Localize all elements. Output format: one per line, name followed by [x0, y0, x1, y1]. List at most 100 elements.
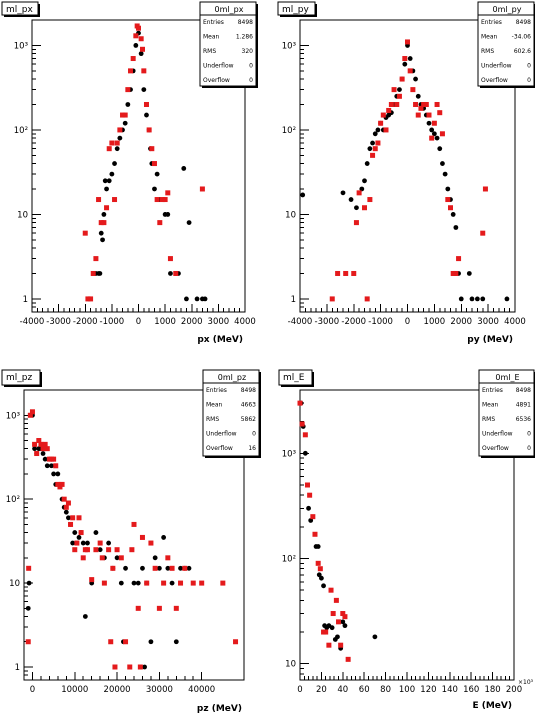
- data-point-red: [38, 441, 44, 447]
- data-point-black: [359, 186, 365, 192]
- data-point-red: [26, 565, 32, 571]
- data-point-black: [340, 619, 346, 625]
- data-point-red: [123, 639, 129, 645]
- data-point-red: [405, 39, 410, 45]
- data-point-red: [53, 463, 59, 469]
- data-point-red: [342, 614, 348, 620]
- stats-key: Mean: [481, 34, 498, 41]
- x-tick-label: 160: [463, 685, 479, 695]
- data-point-red: [70, 515, 76, 521]
- data-point-black: [122, 120, 128, 126]
- x-tick-label: -2000: [73, 317, 98, 327]
- data-point-red: [233, 639, 239, 645]
- data-point-red: [299, 421, 305, 427]
- x-tick-label: 20: [316, 685, 327, 695]
- data-point-red: [85, 296, 91, 302]
- data-point-red: [137, 664, 143, 670]
- data-point-red: [423, 101, 429, 107]
- stats-key: RMS: [206, 416, 219, 423]
- data-point-red: [108, 639, 114, 645]
- data-point-black: [407, 56, 413, 61]
- data-point-red: [101, 220, 107, 226]
- data-point-red: [139, 534, 145, 540]
- data-point-red: [450, 270, 456, 276]
- data-point-red: [378, 120, 384, 126]
- data-point-red: [104, 205, 110, 211]
- stats-key: Entries: [206, 387, 227, 394]
- data-point-red: [122, 112, 128, 118]
- data-point-black: [123, 565, 128, 571]
- data-point-red: [118, 555, 124, 561]
- data-point-black: [85, 540, 90, 546]
- data-point-red: [129, 547, 135, 553]
- data-point-red: [182, 565, 188, 571]
- x-tick-label: 200: [506, 685, 522, 695]
- data-point-red: [90, 270, 96, 276]
- stats-key: RMS: [482, 416, 495, 423]
- data-point-black: [321, 583, 326, 589]
- data-point-red: [367, 197, 373, 203]
- data-point-red: [323, 629, 329, 635]
- stats-name: 0ml_py: [493, 5, 522, 14]
- data-point-black: [474, 296, 480, 302]
- data-point-black: [148, 639, 154, 645]
- title-box: [1, 369, 41, 386]
- data-point-black: [413, 76, 418, 82]
- data-point-black: [49, 463, 54, 469]
- data-point-red: [445, 197, 451, 203]
- stats-key: RMS: [481, 48, 494, 55]
- data-point-red: [88, 296, 94, 302]
- data-point-black: [445, 186, 451, 192]
- data-point-black: [440, 161, 445, 166]
- data-point-black: [397, 87, 402, 93]
- data-point-red: [84, 547, 90, 553]
- data-point-red: [55, 481, 61, 487]
- data-point-black: [315, 544, 321, 549]
- data-point-red: [375, 140, 381, 146]
- data-point-red: [114, 547, 120, 553]
- stats-box: [199, 1, 257, 87]
- stats-value: 1.286: [236, 34, 253, 41]
- data-point-red: [117, 127, 123, 133]
- data-point-red: [149, 146, 155, 152]
- data-point-red: [131, 521, 137, 527]
- data-point-red: [372, 146, 378, 152]
- stats-value: 0: [249, 77, 253, 84]
- data-point-black: [372, 634, 378, 640]
- data-point-red: [89, 577, 95, 583]
- x-tick-label: -4000: [288, 317, 313, 327]
- data-point-black: [306, 505, 311, 511]
- data-point-red: [34, 451, 40, 457]
- stats-key: Underflow: [481, 63, 512, 70]
- y-tick-label: 10²: [6, 495, 20, 505]
- data-point-black: [370, 140, 375, 146]
- x-tick-label: -3000: [315, 317, 340, 327]
- data-point-red: [190, 580, 196, 586]
- data-point-red: [415, 112, 421, 118]
- x-axis-label: py (MeV): [467, 335, 513, 345]
- data-point-red: [51, 456, 57, 462]
- x-exponent-label: ×10³: [518, 679, 534, 686]
- data-point-red: [335, 270, 341, 276]
- data-point-red: [351, 270, 357, 276]
- data-point-red: [391, 87, 397, 93]
- x-tick-label: 80: [380, 685, 391, 695]
- x-tick-label: 3000: [208, 317, 230, 327]
- data-point-red: [156, 605, 162, 611]
- data-point-black: [114, 555, 120, 561]
- data-point-black: [442, 171, 448, 177]
- y-tick-label: 1: [23, 295, 28, 305]
- x-tick-label: 60: [359, 685, 370, 695]
- stats-value: 0: [249, 63, 253, 70]
- stats-value: 4663: [241, 402, 256, 409]
- data-point-black: [97, 547, 103, 553]
- data-point-black: [125, 102, 131, 107]
- data-point-red: [338, 642, 344, 648]
- stats-name: 0ml_pz: [218, 373, 246, 382]
- data-point-red: [439, 131, 445, 137]
- data-point-red: [98, 220, 104, 226]
- data-point-black: [329, 625, 335, 631]
- data-point-black: [375, 127, 381, 133]
- x-tick-label: 1000: [424, 317, 446, 327]
- data-point-red: [364, 296, 370, 302]
